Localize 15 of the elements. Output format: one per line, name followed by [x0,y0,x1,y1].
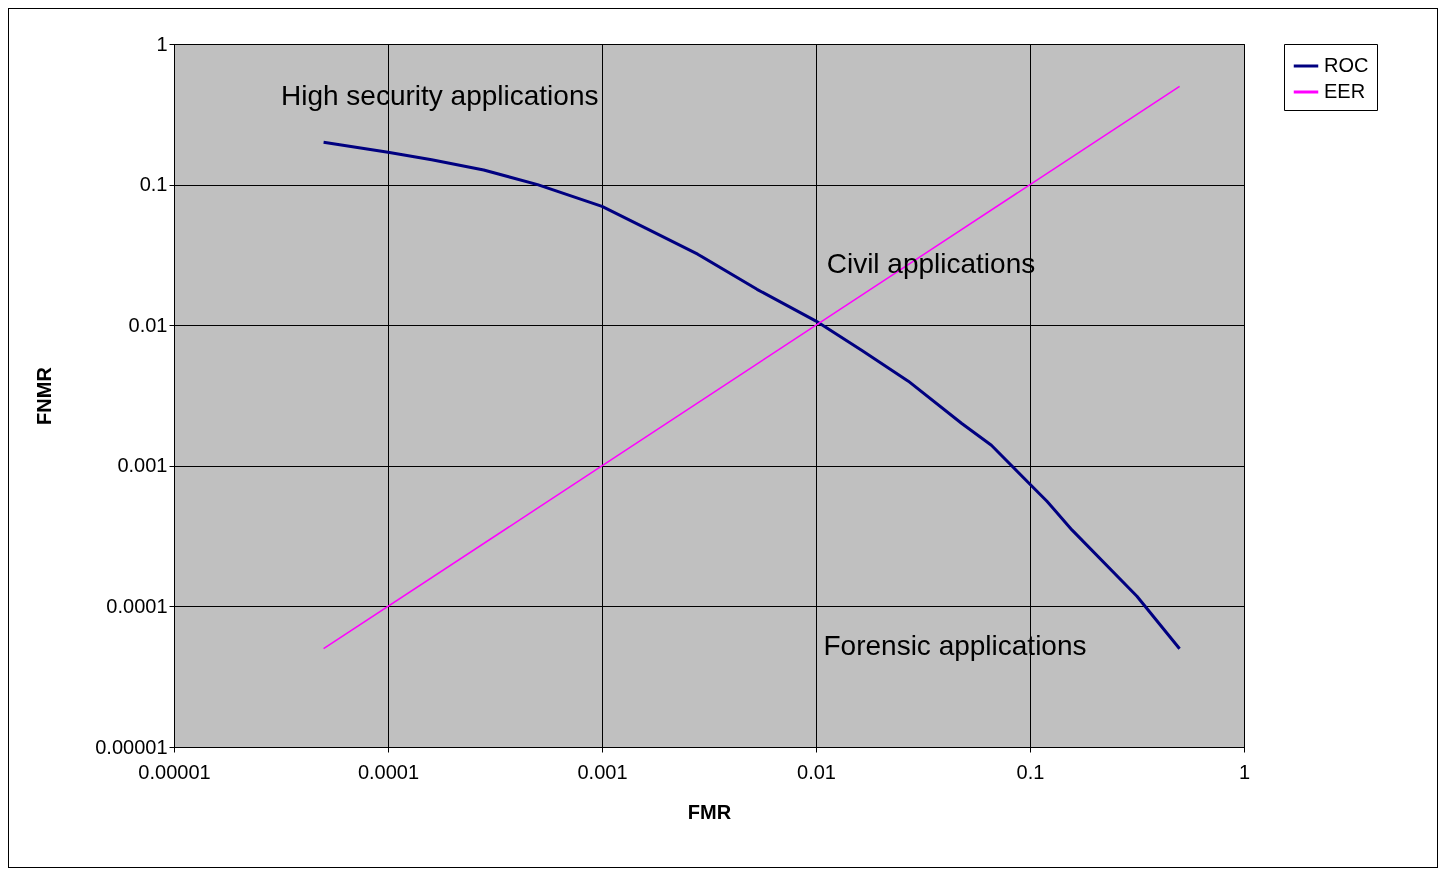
x-tick-label: 1 [1238,760,1251,783]
x-tick-label: 0.01 [797,760,836,783]
y-tick-label: 0.0001 [106,594,168,617]
y-tick-label: 0.01 [128,313,168,336]
y-tick-label: 0.1 [139,173,168,196]
y-tick-label: 0.00001 [95,735,168,758]
y-tick-label: 1 [156,32,168,55]
x-tick-label: 0.1 [1016,760,1045,783]
legend-label: ROC [1324,54,1369,76]
x-tick-label: 0.001 [577,760,628,783]
x-tick-label: 0.0001 [357,760,420,783]
y-axis-title: FNMR [33,366,56,425]
x-axis-title: FMR [687,800,732,823]
legend-label: EER [1324,80,1366,102]
y-tick-label: 0.001 [117,454,168,477]
